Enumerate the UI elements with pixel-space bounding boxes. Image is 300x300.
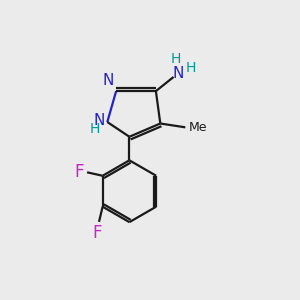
Text: N: N [172,66,184,81]
Text: F: F [75,163,84,181]
Text: H: H [185,61,196,75]
Text: N: N [102,73,114,88]
Text: H: H [170,52,181,66]
Text: Me: Me [188,122,207,134]
Text: N: N [94,113,105,128]
Text: F: F [92,224,102,242]
Text: H: H [90,122,100,136]
